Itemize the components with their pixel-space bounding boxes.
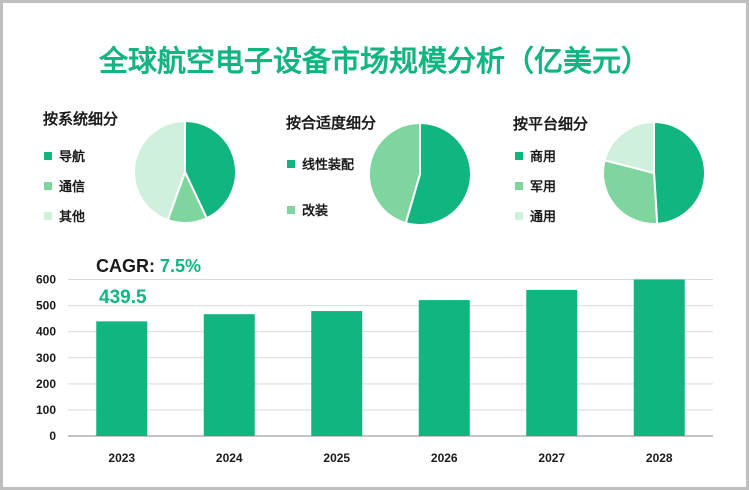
x-tick-label: 2026: [431, 451, 458, 465]
pie-title-platform: 按平台细分: [513, 115, 589, 133]
data-label-2023: 439.5: [99, 287, 147, 308]
legend-item-military: 军用: [515, 176, 556, 195]
cagr-label: CAGR:: [96, 256, 155, 276]
y-axis-ticks: 0 100 200 300 400 500 600: [36, 273, 56, 444]
page-title: 全球航空电子设备市场规模分析（亿美元）: [98, 44, 650, 78]
pie-title-system: 按系统细分: [43, 110, 119, 128]
bar-2027: [526, 289, 578, 436]
legend-swatch: [287, 159, 295, 168]
x-tick-label: 2023: [108, 451, 135, 465]
legend-label: 商用: [530, 150, 557, 165]
bar-2024: [203, 314, 255, 436]
bar-2026: [418, 300, 470, 436]
pie-slice-通用: [603, 120, 655, 175]
y-tick-label: 500: [36, 299, 56, 313]
legend-item-commercial: 商用: [515, 146, 556, 165]
legend-label: 通用: [530, 210, 557, 225]
x-tick-label: 2025: [323, 451, 350, 465]
legend-item-retrofit: 改装: [287, 200, 328, 219]
y-tick-label: 100: [36, 403, 56, 417]
bar-2023: [96, 321, 148, 436]
y-tick-label: 0: [49, 429, 56, 443]
legend-label: 通信: [59, 180, 86, 195]
y-tick-label: 400: [36, 325, 56, 339]
x-tick-label: 2027: [538, 451, 565, 465]
legend-swatch: [515, 211, 523, 220]
x-axis-ticks: 2023 2024 2025 2026 2027 2028: [108, 451, 673, 465]
pie-slice-导航: [184, 119, 237, 220]
legend-item-navigation: 导航: [44, 146, 85, 165]
legend-swatch: [515, 181, 523, 190]
pie-slice-改装: [368, 121, 421, 225]
legend-item-communication: 通信: [44, 176, 85, 195]
legend-item-other: 其他: [44, 206, 85, 225]
pie-slice-军用: [602, 159, 659, 225]
legend-label: 其他: [59, 210, 86, 225]
legend-item-linefit: 线性装配: [287, 154, 354, 173]
y-tick-label: 600: [36, 273, 56, 287]
x-tick-label: 2024: [216, 451, 243, 465]
pie-title-fit: 按合适度细分: [286, 114, 377, 132]
legend-label: 线性装配: [302, 158, 355, 173]
x-tick-label: 2028: [646, 451, 673, 465]
legend-label: 改装: [302, 204, 329, 219]
legend-label: 军用: [530, 180, 557, 195]
legend-swatch: [44, 181, 52, 190]
legend-item-general: 通用: [515, 206, 556, 225]
legend-swatch: [44, 151, 52, 160]
legend-label: 导航: [59, 150, 86, 165]
pie-slice-商用: [653, 120, 706, 225]
bar-2028: [633, 279, 685, 436]
pie-slice-其他: [133, 119, 186, 222]
y-tick-label: 200: [36, 377, 56, 391]
cagr-value: 7.5%: [160, 256, 202, 276]
pie-slice-线性装配: [404, 121, 472, 226]
cagr-annotation: CAGR: 7.5%: [96, 256, 201, 277]
bar-2025: [311, 311, 363, 436]
bar-gridlines: [68, 279, 713, 437]
pie-charts: [133, 119, 706, 226]
y-tick-label: 300: [36, 351, 56, 365]
legend-swatch: [515, 151, 523, 160]
legend-swatch: [44, 211, 52, 220]
bar-series: [96, 279, 685, 436]
legend-swatch: [287, 205, 295, 214]
